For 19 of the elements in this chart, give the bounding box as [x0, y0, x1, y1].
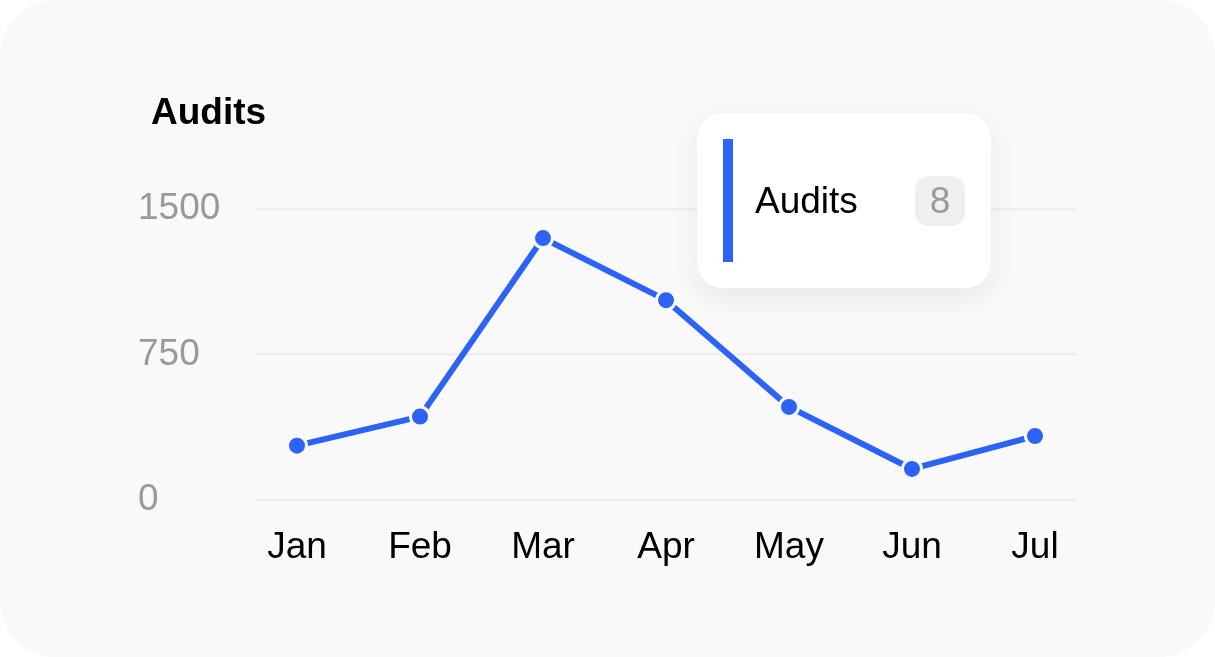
- point: [532, 227, 554, 250]
- annotation: 8: [929, 179, 951, 221]
- count-badge: 8: [915, 175, 965, 226]
- x-tick-label: Jul: [1011, 525, 1059, 567]
- chart-title: Audits: [151, 91, 267, 132]
- x-tick-label: Jan: [267, 525, 327, 567]
- x-tick-label: Jun: [882, 525, 942, 567]
- y-tick-label: 1500: [138, 186, 221, 228]
- x-tick-label: Apr: [637, 525, 695, 567]
- legend-box: Audits 8: [697, 113, 991, 288]
- y-tick-label: 750: [138, 331, 200, 373]
- point: [409, 405, 431, 428]
- x-tick-label: Mar: [511, 525, 575, 567]
- x-tick-label: Feb: [388, 525, 452, 567]
- point: [286, 434, 308, 457]
- point: [655, 289, 677, 312]
- y-tick-label: 0: [138, 477, 159, 519]
- point: [778, 395, 800, 418]
- x-tick-label: May: [754, 525, 825, 567]
